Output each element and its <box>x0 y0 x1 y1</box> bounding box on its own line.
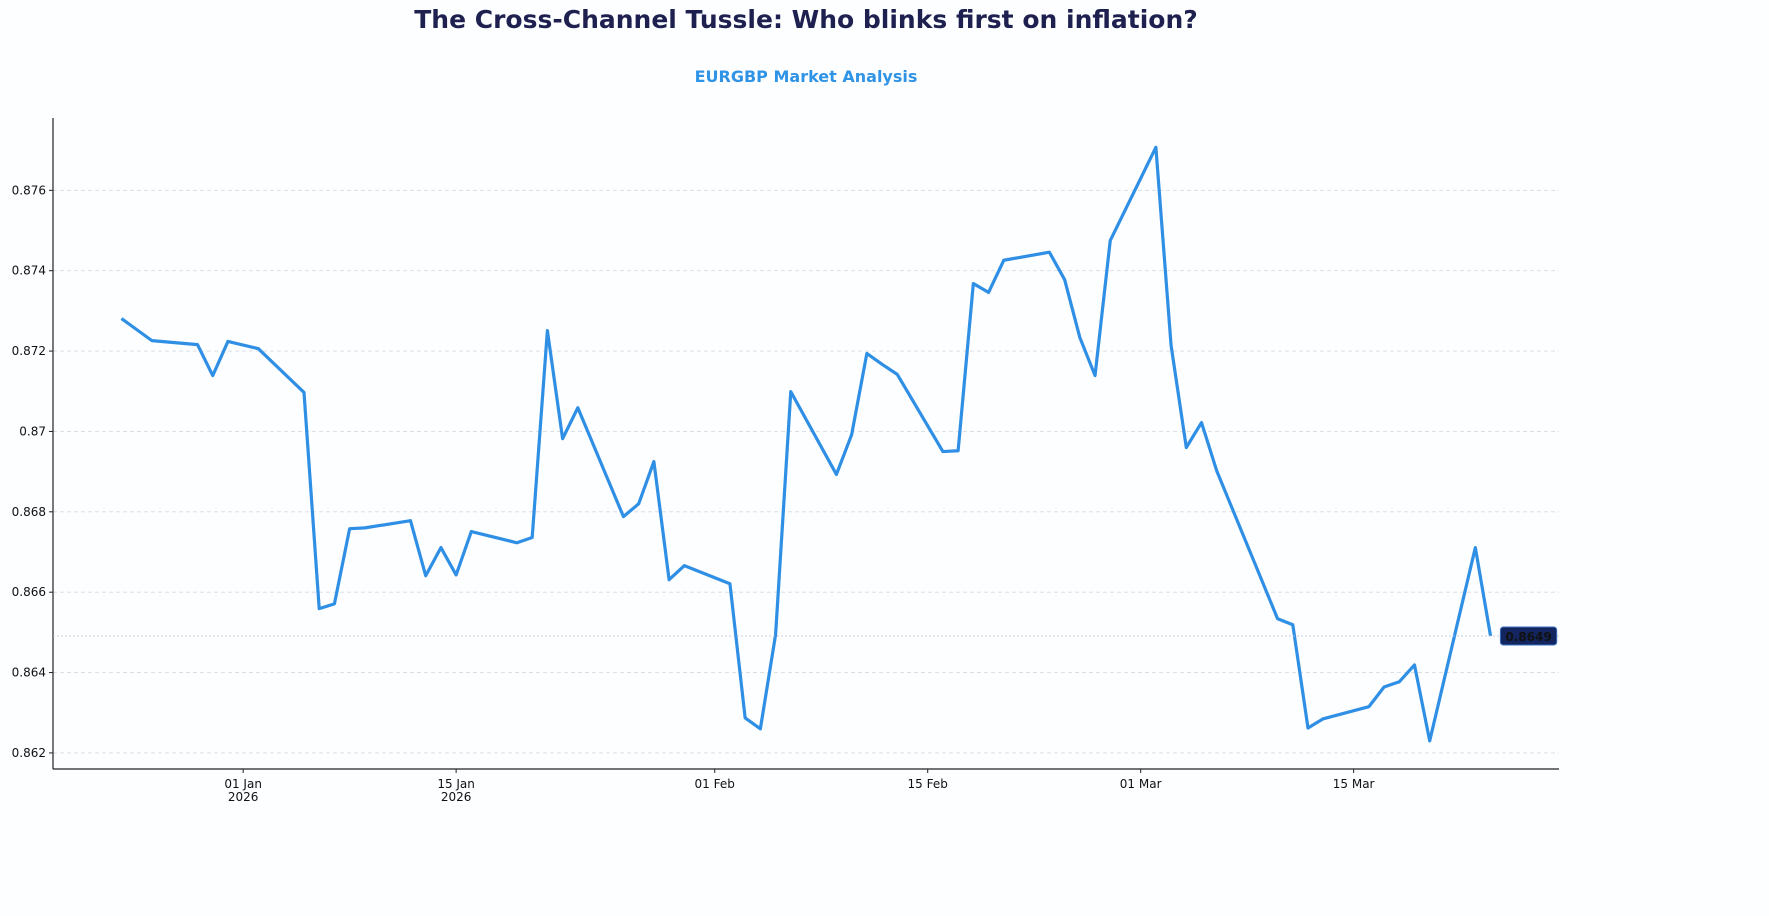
y-tick-label: 0.874 <box>12 264 46 278</box>
y-tick-label: 0.876 <box>12 183 46 197</box>
chart-subtitle: EURGBP Market Analysis <box>695 67 918 86</box>
value-label-text: 0.8649 <box>1505 630 1551 644</box>
y-tick-label: 0.872 <box>12 344 46 358</box>
x-tick-label-line: 01 Jan <box>224 777 262 791</box>
x-tick-label-line: 2026 <box>228 790 259 804</box>
x-tick-label-line: 01 Mar <box>1120 777 1162 791</box>
x-tick-label-line: 15 Jan <box>437 777 475 791</box>
chart-title: The Cross-Channel Tussle: Who blinks fir… <box>414 5 1198 34</box>
y-tick-label: 0.862 <box>12 746 46 760</box>
x-tick-label-line: 15 Feb <box>908 777 948 791</box>
x-tick-label: 01 Feb <box>695 777 735 791</box>
x-tick-label: 15 Feb <box>908 777 948 791</box>
y-tick-label: 0.868 <box>12 505 46 519</box>
x-tick-label: 01 Jan 2026 <box>224 777 262 804</box>
y-tick-label: 0.864 <box>12 666 46 680</box>
value-label-box <box>1499 626 1558 646</box>
y-tick-label: 0.87 <box>19 424 46 438</box>
y-tick-label: 0.866 <box>12 585 46 599</box>
x-tick-label-line: 01 Feb <box>695 777 735 791</box>
x-tick-label: 01 Mar <box>1120 777 1162 791</box>
x-tick-label: 15 Jan 2026 <box>437 777 475 804</box>
x-tick-label-line: 2026 <box>441 790 472 804</box>
x-tick-label-line: 15 Mar <box>1333 777 1375 791</box>
x-tick-label: 15 Mar <box>1333 777 1375 791</box>
value-label: 0.8649 <box>1499 626 1558 646</box>
series-line <box>120 145 1493 743</box>
